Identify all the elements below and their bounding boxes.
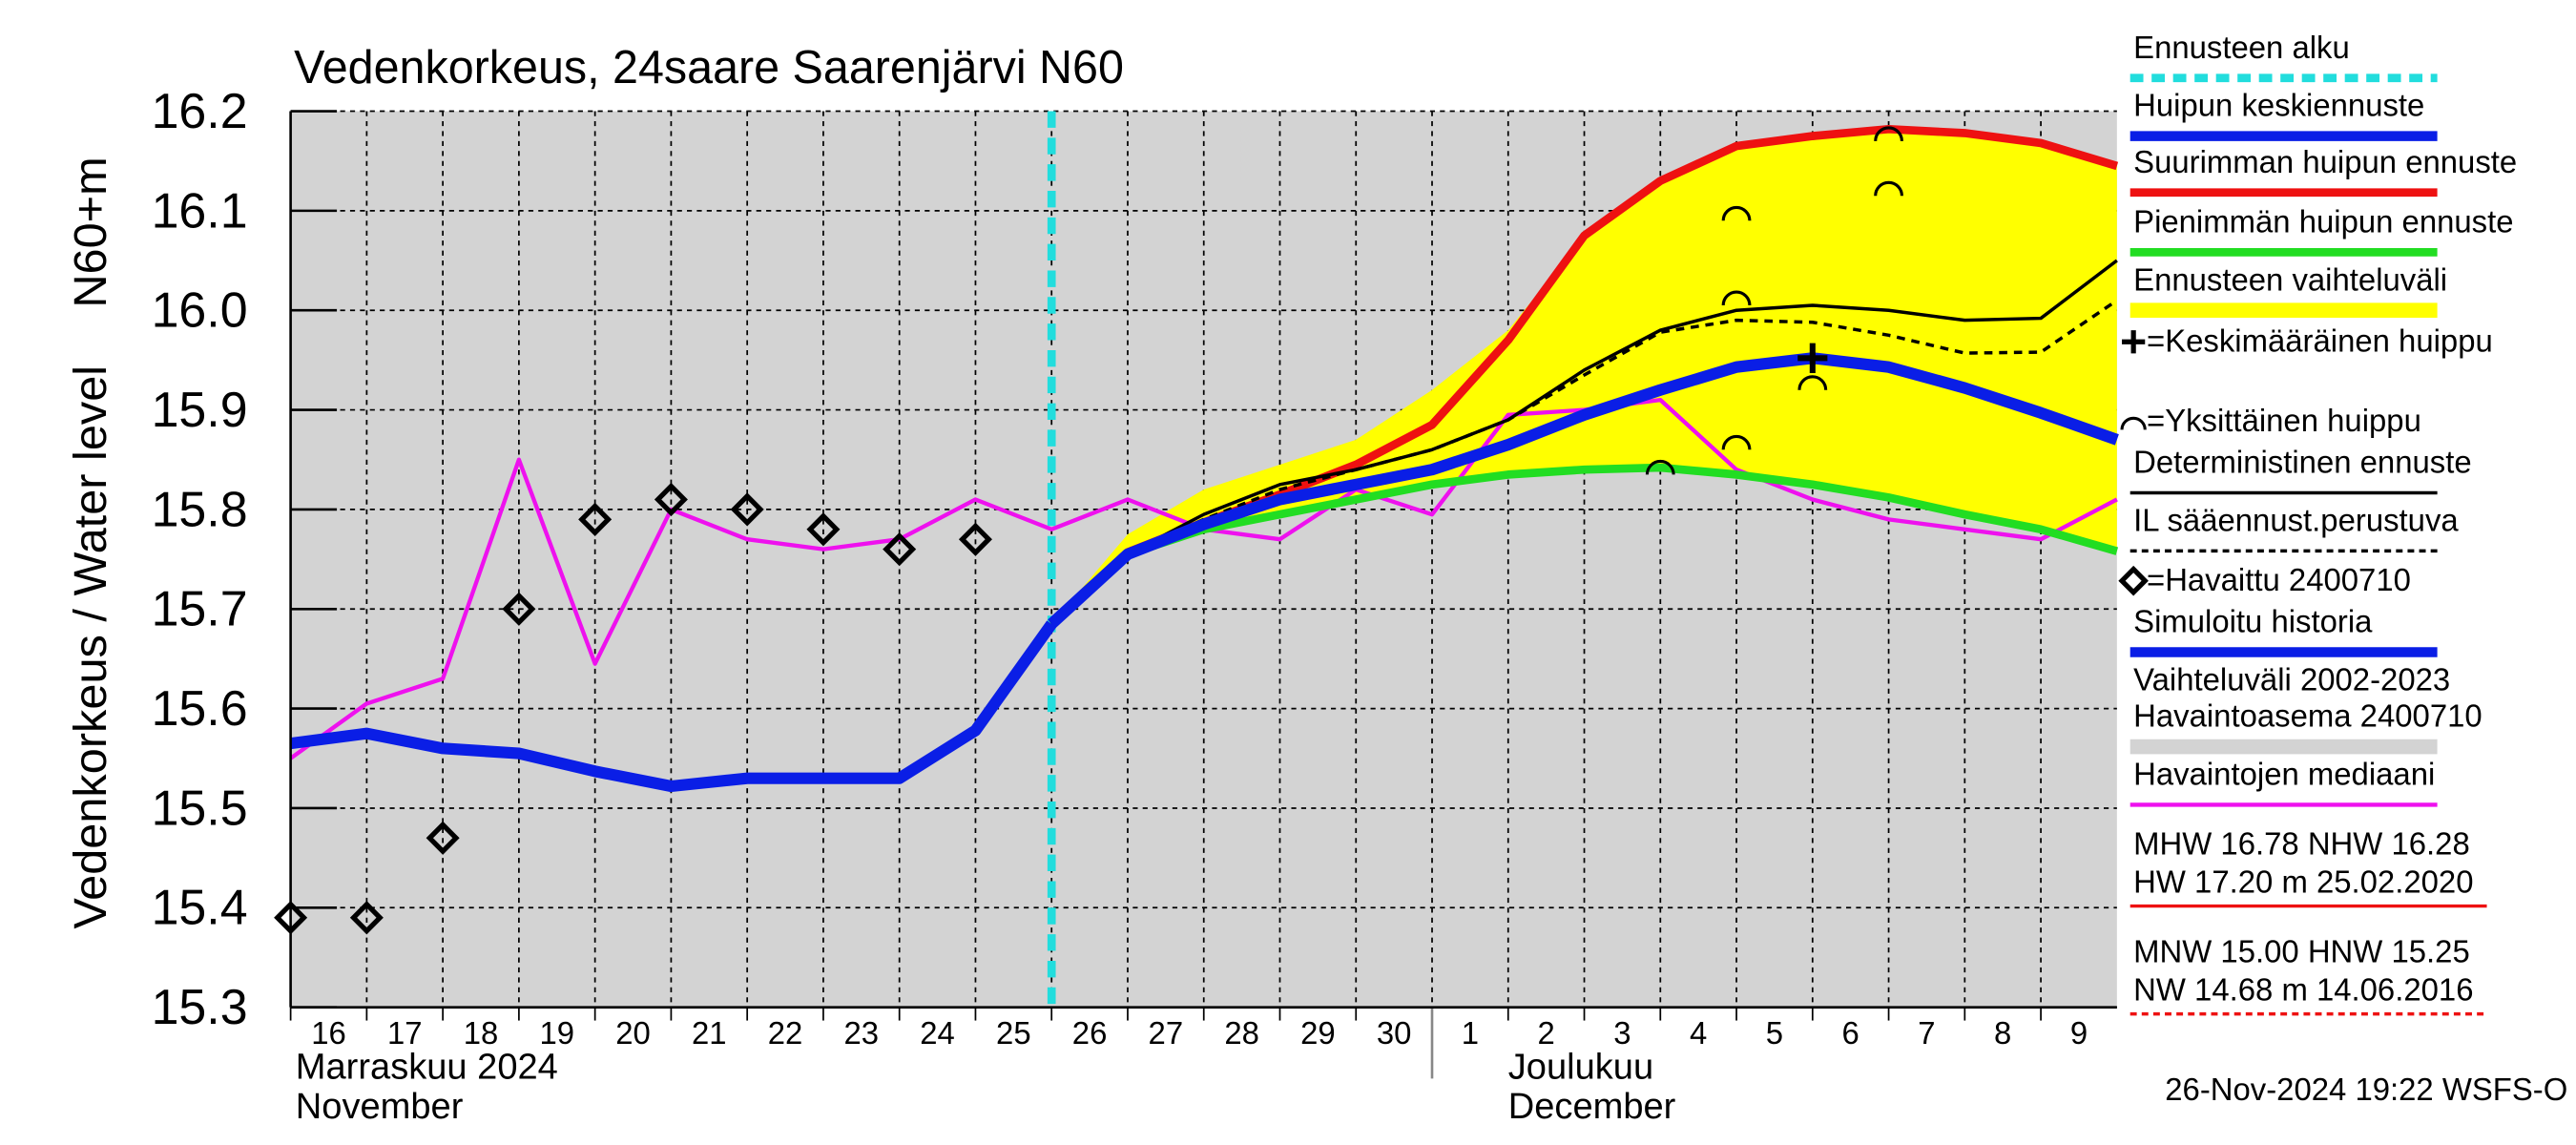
legend-label: =Keskimääräinen huippu <box>2147 323 2493 359</box>
footer: 26-Nov-2024 19:22 WSFS-O <box>2165 1072 2567 1107</box>
observed-marker <box>730 492 764 527</box>
y-tick-label: 15.6 <box>152 681 248 737</box>
legend-label: Pienimmän huipun ennuste <box>2133 203 2513 239</box>
month-label: Marraskuu 2024 <box>296 1046 558 1087</box>
peak-marker <box>1874 126 1903 141</box>
legend-icon <box>2122 330 2146 354</box>
x-tick-label: 27 <box>1149 1015 1184 1051</box>
y-tick-label: 15.3 <box>152 980 248 1035</box>
peak-marker <box>1721 290 1752 306</box>
month-label: Joulukuu <box>1508 1046 1653 1087</box>
peak-marker <box>1645 459 1675 475</box>
x-tick-label: 20 <box>615 1015 651 1051</box>
y-unit-label: N60+m <box>65 156 116 307</box>
x-tick-label: 21 <box>692 1015 727 1051</box>
y-tick-label: 15.4 <box>152 881 248 936</box>
x-tick-label: 1 <box>1462 1015 1479 1051</box>
legend-label: Ennusteen alku <box>2133 30 2350 65</box>
y-tick-label: 15.7 <box>152 582 248 637</box>
series-line <box>1048 352 2119 629</box>
peak-marker <box>1721 434 1752 450</box>
observed-marker <box>502 592 536 626</box>
x-tick-label: 18 <box>464 1015 499 1051</box>
legend-label: Havaintoasema 2400710 <box>2133 698 2483 734</box>
peak-marker <box>1797 375 1828 390</box>
series-line <box>1050 299 2118 626</box>
legend-label: Simuloitu historia <box>2133 604 2373 639</box>
y-tick-label: 16.0 <box>152 282 248 338</box>
x-tick-label: 4 <box>1690 1015 1707 1051</box>
x-tick-label: 26 <box>1072 1015 1108 1051</box>
series-line <box>1050 259 2118 626</box>
month-label: November <box>296 1086 464 1127</box>
x-tick-label: 28 <box>1224 1015 1259 1051</box>
x-tick-label: 9 <box>2070 1015 2088 1051</box>
x-tick-label: 8 <box>1994 1015 2011 1051</box>
chart-title: Vedenkorkeus, 24saare Saarenjärvi N60 <box>294 42 1124 94</box>
x-tick-label: 19 <box>539 1015 574 1051</box>
legend-label: Vaihteluväli 2002-2023 <box>2133 661 2450 697</box>
series-line <box>1049 463 2119 628</box>
observed-marker <box>426 821 460 855</box>
legend-label: Huipun keskiennuste <box>2133 88 2424 123</box>
legend-icon <box>2120 416 2147 430</box>
x-tick-label: 17 <box>387 1015 423 1051</box>
x-tick-label: 2 <box>1538 1015 1555 1051</box>
x-tick-label: 24 <box>920 1015 955 1051</box>
legend-label: IL sääennust.perustuva <box>2133 502 2459 537</box>
legend-label: Suurimman huipun ennuste <box>2133 144 2517 179</box>
stat-text: MHW 16.78 NHW 16.28 <box>2133 826 2470 862</box>
y-tick-label: 15.5 <box>152 781 248 836</box>
series-line <box>289 620 1057 793</box>
x-tick-label: 22 <box>768 1015 803 1051</box>
legend-label: Deterministinen ennuste <box>2133 445 2472 480</box>
x-tick-label: 5 <box>1766 1015 1783 1051</box>
y-tick-label: 16.2 <box>152 84 248 139</box>
y-axis-title: Vedenkorkeus / Water level <box>65 365 116 929</box>
legend-label: Ennusteen vaihteluväli <box>2133 261 2447 297</box>
mean-peak-marker <box>1797 343 1828 373</box>
legend-icon <box>2118 565 2149 596</box>
x-tick-label: 6 <box>1842 1015 1859 1051</box>
observed-marker <box>883 532 917 567</box>
stat-text: MNW 15.00 HNW 15.25 <box>2133 934 2470 969</box>
legend-label: Havaintojen mediaani <box>2133 757 2435 792</box>
observed-marker <box>349 901 384 935</box>
stat-text: HW 17.20 m 25.02.2020 <box>2133 864 2473 900</box>
month-label: December <box>1508 1086 1676 1127</box>
x-tick-label: 23 <box>844 1015 880 1051</box>
observed-marker <box>958 522 992 556</box>
x-tick-label: 16 <box>311 1015 346 1051</box>
x-tick-label: 3 <box>1613 1015 1631 1051</box>
x-tick-label: 7 <box>1918 1015 1935 1051</box>
observed-marker <box>654 482 688 517</box>
x-tick-label: 29 <box>1300 1015 1336 1051</box>
y-tick-label: 15.9 <box>152 383 248 438</box>
x-tick-label: 30 <box>1377 1015 1412 1051</box>
legend-label: =Havaittu 2400710 <box>2147 562 2411 597</box>
observed-marker <box>578 502 613 536</box>
peak-marker <box>1874 180 1903 197</box>
stat-text: NW 14.68 m 14.06.2016 <box>2133 972 2473 1008</box>
y-tick-label: 15.8 <box>152 482 248 537</box>
peak-marker <box>1721 205 1752 221</box>
legend-label: =Yksittäinen huippu <box>2147 403 2421 438</box>
observed-marker <box>806 512 841 547</box>
y-tick-label: 16.1 <box>152 183 248 239</box>
x-tick-label: 25 <box>996 1015 1031 1051</box>
